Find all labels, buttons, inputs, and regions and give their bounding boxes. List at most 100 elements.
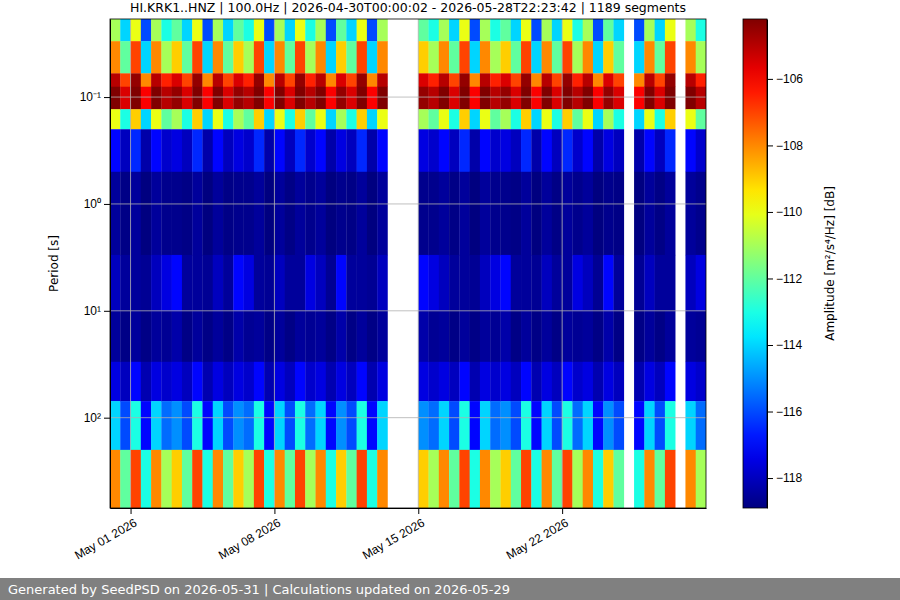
heatmap-cell — [367, 450, 378, 508]
heatmap-cell — [449, 129, 460, 172]
heatmap-cell — [500, 362, 511, 402]
heatmap-cell — [490, 401, 501, 450]
heatmap-cell — [274, 255, 285, 311]
heatmap-cell — [192, 362, 203, 402]
heatmap-cell — [562, 401, 573, 450]
heatmap-cell — [305, 87, 316, 110]
x-tick-label: May 01 2026 — [72, 515, 139, 562]
heatmap-cell — [161, 19, 172, 41]
heatmap-cell — [233, 311, 244, 362]
heatmap-cell — [480, 129, 491, 172]
heatmap-cell — [141, 41, 152, 73]
heatmap-cell — [357, 19, 368, 41]
heatmap-cell — [213, 450, 224, 508]
heatmap-cell — [377, 401, 388, 450]
plot-frame — [110, 19, 706, 508]
heatmap-cell — [531, 129, 542, 172]
heatmap-cell — [572, 450, 583, 508]
heatmap-cell — [572, 172, 583, 255]
heatmap-cell — [490, 255, 501, 311]
heatmap-cell — [285, 109, 296, 129]
heatmap-cell — [357, 73, 368, 87]
heatmap-cell — [254, 255, 265, 311]
heatmap-cell — [172, 255, 183, 311]
heatmap-cell — [110, 41, 121, 73]
x-tick-mark — [274, 508, 275, 514]
heatmap-cell — [552, 172, 563, 255]
heatmap-cell — [367, 172, 378, 255]
heatmap-cell — [429, 311, 440, 362]
heatmap-cell — [552, 401, 563, 450]
heatmap-cell — [346, 401, 357, 450]
heatmap-cell — [223, 129, 234, 172]
heatmap-cell — [552, 129, 563, 172]
heatmap-cell — [459, 41, 470, 73]
x-tick-mark — [418, 508, 419, 514]
heatmap-cell — [490, 41, 501, 73]
heatmap-cell — [511, 73, 522, 87]
heatmap-cell — [542, 41, 553, 73]
heatmap-cell — [295, 172, 306, 255]
heatmap-cell — [603, 73, 614, 87]
heatmap-cell — [696, 401, 706, 450]
heatmap-cell — [254, 362, 265, 402]
heatmap-cell — [336, 73, 347, 87]
colorbar-tick: −106 — [767, 72, 803, 86]
heatmap-cell — [120, 41, 131, 73]
heatmap-cell — [131, 129, 142, 172]
heatmap-cell — [244, 129, 255, 172]
heatmap-cell — [603, 87, 614, 110]
heatmap-cell — [665, 255, 676, 311]
heatmap-cell — [562, 129, 573, 172]
heatmap-cell — [583, 311, 594, 362]
heatmap-cell — [182, 87, 193, 110]
heatmap-cell — [274, 362, 285, 402]
heatmap-cell — [480, 73, 491, 87]
heatmap-cell — [459, 311, 470, 362]
heatmap-cell — [603, 362, 614, 402]
heatmap-cell — [552, 87, 563, 110]
heatmap-cell — [223, 450, 234, 508]
heatmap-cell — [151, 19, 162, 41]
heatmap-cell — [223, 73, 234, 87]
heatmap-cell — [644, 129, 655, 172]
heatmap-cell — [439, 255, 450, 311]
heatmap-cell — [120, 19, 131, 41]
heatmap-cell — [285, 41, 296, 73]
heatmap-cell — [685, 41, 696, 73]
colorbar-tick-label: −112 — [776, 272, 802, 286]
colorbar-tick: −110 — [767, 205, 802, 219]
heatmap-cell — [696, 450, 706, 508]
heatmap-cell — [141, 311, 152, 362]
heatmap-cell — [223, 311, 234, 362]
heatmap-cell — [316, 73, 327, 87]
heatmap-cell — [274, 311, 285, 362]
heatmap-cell — [161, 73, 172, 87]
heatmap-cell — [357, 401, 368, 450]
heatmap-cell — [182, 73, 193, 87]
heatmap-cell — [655, 362, 666, 402]
heatmap-cell — [274, 87, 285, 110]
heatmap-cell — [192, 73, 203, 87]
colorbar-tick-label: −106 — [776, 72, 803, 86]
footer-text: Generated by SeedPSD on 2026-05-31 | Cal… — [8, 582, 510, 597]
heatmap-cell — [449, 87, 460, 110]
heatmap-cell — [131, 311, 142, 362]
heatmap-cell — [172, 41, 183, 73]
heatmap-cell — [285, 401, 296, 450]
heatmap-cell — [244, 41, 255, 73]
heatmap-cell — [583, 73, 594, 87]
heatmap-cell — [192, 19, 203, 41]
heatmap-cell — [305, 450, 316, 508]
heatmap-cell — [429, 41, 440, 73]
heatmap-cell — [521, 172, 532, 255]
heatmap-cell — [480, 311, 491, 362]
heatmap-cell — [285, 172, 296, 255]
heatmap-cell — [531, 87, 542, 110]
y-tick: 10¹ — [84, 304, 110, 318]
heatmap-cell — [326, 19, 337, 41]
heatmap-cell — [346, 362, 357, 402]
heatmap-cell — [131, 41, 142, 73]
heatmap-cell — [521, 401, 532, 450]
heatmap-cell — [583, 401, 594, 450]
